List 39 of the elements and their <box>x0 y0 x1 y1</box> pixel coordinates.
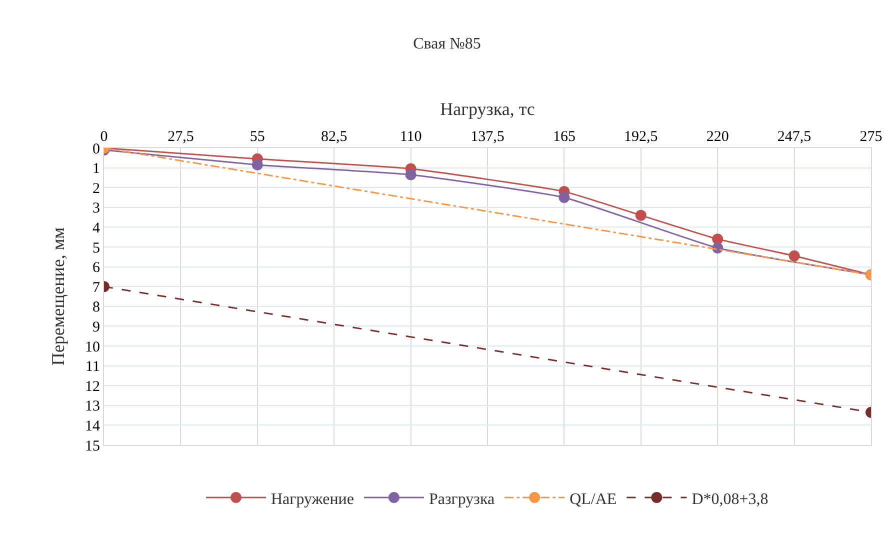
point <box>712 234 724 245</box>
x-tick-label: 165 <box>552 129 576 145</box>
y-tick-label: 7 <box>92 280 100 296</box>
x-tick-label: 192,5 <box>624 129 658 145</box>
point <box>405 169 416 180</box>
x-tick-label: 220 <box>706 129 729 145</box>
y-tick-label: 6 <box>92 260 100 276</box>
y-tick-label: 13 <box>85 398 100 415</box>
legend-label: D*0,08+3,8 <box>692 490 768 508</box>
y-tick-label: 3 <box>92 200 100 217</box>
y-tick-label: 5 <box>92 240 100 256</box>
legend-label: QL/AE <box>570 490 617 508</box>
y-tick-label: 1 <box>92 161 100 178</box>
chart-title: Свая №85 <box>413 36 481 53</box>
y-tick-label: 8 <box>92 300 100 316</box>
y-tick-label: 11 <box>86 359 100 376</box>
legend-label: Нагружение <box>271 490 354 508</box>
y-tick-label: 9 <box>92 319 100 336</box>
x-tick-label: 137,5 <box>470 129 504 145</box>
point <box>558 192 570 203</box>
point <box>252 159 263 170</box>
y-axis-title: Перемещение, мм <box>48 227 68 366</box>
x-tick-label: 247,5 <box>777 129 812 145</box>
y-tick-label: 14 <box>85 418 100 434</box>
x-tick-label: 27,5 <box>168 129 194 145</box>
x-tick-label: 110 <box>400 129 422 145</box>
legend-label: Разгрузка <box>428 490 495 508</box>
y-tick-label: 0 <box>92 141 100 158</box>
y-tick-label: 4 <box>92 220 100 236</box>
point <box>788 250 800 262</box>
y-tick-label: 15 <box>85 438 100 454</box>
x-tick-label: 55 <box>250 129 265 145</box>
x-tick-label: 275 <box>860 129 882 145</box>
y-tick-label: 12 <box>85 378 100 395</box>
point <box>635 210 646 221</box>
y-tick-label: 2 <box>92 180 100 197</box>
y-tick-label: 10 <box>85 339 100 356</box>
x-tick-label: 82,5 <box>320 129 348 145</box>
x-axis-title: Нагрузка, тс <box>440 99 535 120</box>
